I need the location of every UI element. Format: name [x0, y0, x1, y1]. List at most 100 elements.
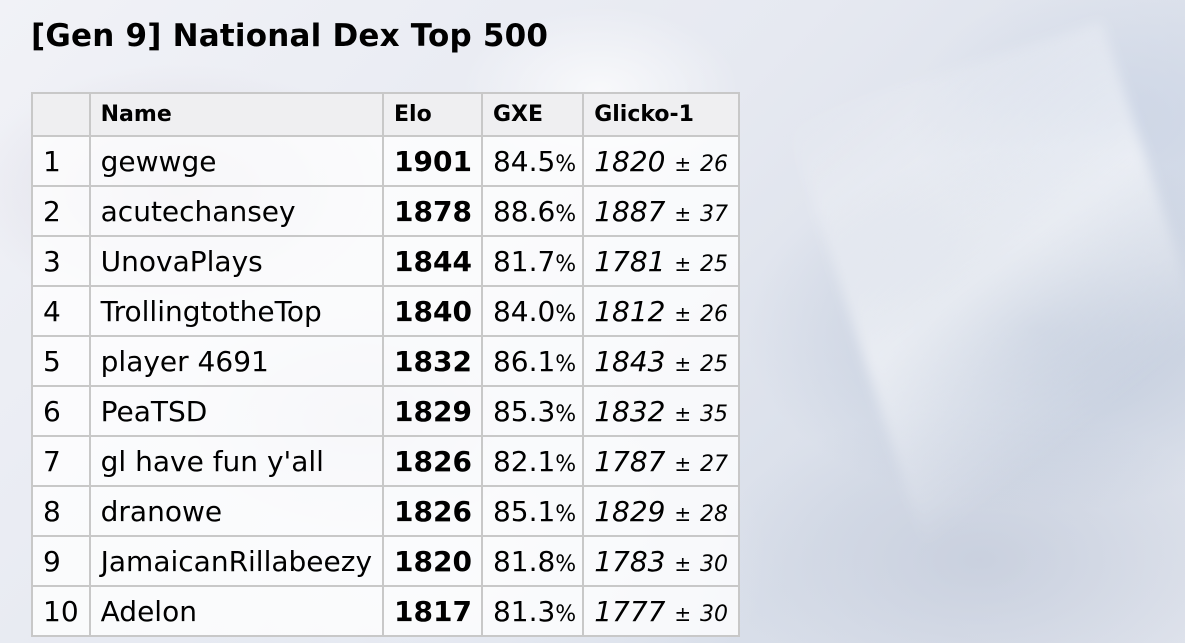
table-row: 1 gewwge 1901 84.5% 1820 ± 26 — [31, 135, 741, 187]
table-row: 2 acutechansey 1878 88.6% 1887 ± 37 — [31, 185, 741, 237]
glicko-rating: 1820 — [594, 144, 666, 178]
gxe-cell: 85.3% — [480, 385, 585, 437]
rank-cell: 3 — [31, 235, 91, 287]
glicko-cell: 1777 ± 30 — [582, 585, 741, 637]
glicko-deviation: 26 — [700, 151, 729, 177]
header-name: Name — [88, 92, 385, 137]
rank-cell: 8 — [31, 485, 91, 537]
plus-minus-sign: ± — [674, 351, 692, 376]
rank-cell: 6 — [31, 385, 91, 437]
gxe-cell: 81.8% — [480, 535, 585, 587]
elo-cell: 1826 — [382, 435, 483, 487]
gxe-value: 81.3 — [492, 594, 556, 628]
gxe-value: 81.7 — [492, 244, 556, 278]
glicko-cell: 1781 ± 25 — [582, 235, 741, 287]
table-row: 4 TrollingtotheTop 1840 84.0% 1812 ± 26 — [31, 285, 741, 337]
player-name[interactable]: UnovaPlays — [88, 235, 385, 287]
glicko-rating: 1781 — [594, 244, 666, 278]
glicko-rating: 1812 — [594, 294, 666, 328]
percent-sign: % — [555, 601, 577, 627]
player-name[interactable]: dranowe — [88, 485, 385, 537]
player-name[interactable]: gl have fun y'all — [88, 435, 385, 487]
percent-sign: % — [555, 251, 577, 277]
gxe-cell: 86.1% — [480, 335, 585, 387]
table-row: 10 Adelon 1817 81.3% 1777 ± 30 — [31, 585, 741, 637]
player-name[interactable]: gewwge — [88, 135, 385, 187]
rank-cell: 9 — [31, 535, 91, 587]
player-name[interactable]: JamaicanRillabeezy — [88, 535, 385, 587]
glicko-deviation: 26 — [700, 301, 729, 327]
table-row: 7 gl have fun y'all 1826 82.1% 1787 ± 27 — [31, 435, 741, 487]
glicko-cell: 1832 ± 35 — [582, 385, 741, 437]
gxe-value: 82.1 — [492, 444, 556, 478]
elo-cell: 1832 — [382, 335, 483, 387]
rank-cell: 2 — [31, 185, 91, 237]
elo-cell: 1826 — [382, 485, 483, 537]
rank-cell: 7 — [31, 435, 91, 487]
player-name[interactable]: TrollingtotheTop — [88, 285, 385, 337]
elo-cell: 1817 — [382, 585, 483, 637]
player-name[interactable]: acutechansey — [88, 185, 385, 237]
glicko-rating: 1829 — [594, 494, 666, 528]
glicko-deviation: 30 — [700, 601, 729, 627]
plus-minus-sign: ± — [674, 301, 692, 326]
gxe-value: 84.0 — [492, 294, 556, 328]
percent-sign: % — [555, 351, 577, 377]
header-glicko: Glicko-1 — [582, 92, 741, 137]
percent-sign: % — [555, 201, 577, 227]
glicko-cell: 1843 ± 25 — [582, 335, 741, 387]
table-header-row: Name Elo GXE Glicko-1 — [31, 92, 741, 137]
gxe-cell: 82.1% — [480, 435, 585, 487]
glicko-cell: 1787 ± 27 — [582, 435, 741, 487]
table-row: 9 JamaicanRillabeezy 1820 81.8% 1783 ± 30 — [31, 535, 741, 587]
percent-sign: % — [555, 301, 577, 327]
glicko-deviation: 37 — [700, 201, 729, 227]
glicko-cell: 1812 ± 26 — [582, 285, 741, 337]
glicko-cell: 1829 ± 28 — [582, 485, 741, 537]
gxe-value: 85.1 — [492, 494, 556, 528]
rank-cell: 10 — [31, 585, 91, 637]
glicko-deviation: 28 — [700, 501, 729, 527]
glicko-rating: 1777 — [594, 594, 666, 628]
rank-cell: 5 — [31, 335, 91, 387]
plus-minus-sign: ± — [674, 251, 692, 276]
elo-cell: 1829 — [382, 385, 483, 437]
glicko-rating: 1843 — [594, 344, 666, 378]
rank-cell: 1 — [31, 135, 91, 187]
gxe-value: 88.6 — [492, 194, 556, 228]
glicko-rating: 1787 — [594, 444, 666, 478]
gxe-value: 81.8 — [492, 544, 556, 578]
table-row: 8 dranowe 1826 85.1% 1829 ± 28 — [31, 485, 741, 537]
table-row: 5 player 4691 1832 86.1% 1843 ± 25 — [31, 335, 741, 387]
percent-sign: % — [555, 551, 577, 577]
glicko-deviation: 27 — [700, 451, 729, 477]
header-elo: Elo — [382, 92, 483, 137]
player-name[interactable]: player 4691 — [88, 335, 385, 387]
percent-sign: % — [555, 401, 577, 427]
elo-cell: 1820 — [382, 535, 483, 587]
glicko-rating: 1887 — [594, 194, 666, 228]
gxe-value: 86.1 — [492, 344, 556, 378]
gxe-cell: 81.7% — [480, 235, 585, 287]
gxe-value: 84.5 — [492, 144, 556, 178]
plus-minus-sign: ± — [674, 551, 692, 576]
elo-cell: 1901 — [382, 135, 483, 187]
glicko-cell: 1783 ± 30 — [582, 535, 741, 587]
player-name[interactable]: PeaTSD — [88, 385, 385, 437]
page-title: [Gen 9] National Dex Top 500 — [31, 18, 549, 54]
gxe-value: 85.3 — [492, 394, 556, 428]
table-row: 3 UnovaPlays 1844 81.7% 1781 ± 25 — [31, 235, 741, 287]
gxe-cell: 88.6% — [480, 185, 585, 237]
ladder-table: Name Elo GXE Glicko-1 1 gewwge 1901 84.5% 18… — [31, 92, 741, 637]
rank-cell: 4 — [31, 285, 91, 337]
header-gxe: GXE — [480, 92, 585, 137]
plus-minus-sign: ± — [674, 601, 692, 626]
glicko-deviation: 35 — [700, 401, 729, 427]
table-row: 6 PeaTSD 1829 85.3% 1832 ± 35 — [31, 385, 741, 437]
glicko-cell: 1820 ± 26 — [582, 135, 741, 187]
plus-minus-sign: ± — [674, 451, 692, 476]
plus-minus-sign: ± — [674, 401, 692, 426]
player-name[interactable]: Adelon — [88, 585, 385, 637]
elo-cell: 1840 — [382, 285, 483, 337]
glicko-rating: 1783 — [594, 544, 666, 578]
